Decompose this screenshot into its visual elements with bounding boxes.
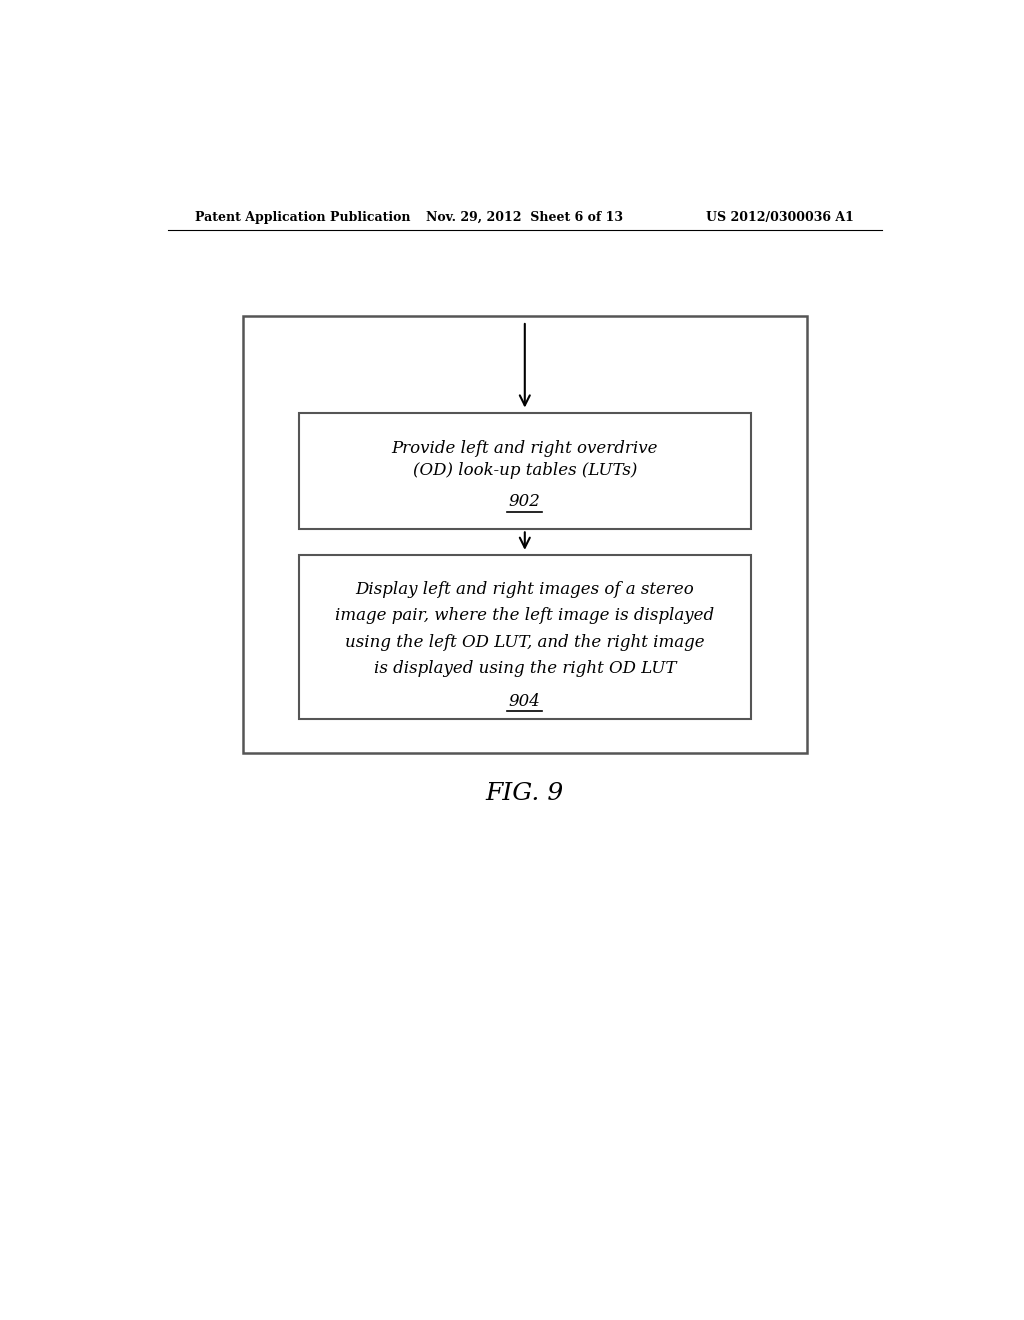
Bar	[299, 413, 751, 529]
Text: Provide left and right overdrive: Provide left and right overdrive	[391, 440, 658, 457]
Text: 902: 902	[509, 492, 541, 510]
Text: is displayed using the right OD LUT: is displayed using the right OD LUT	[374, 660, 676, 677]
Text: FIG. 9: FIG. 9	[485, 783, 564, 805]
Text: (OD) look-up tables (LUTs): (OD) look-up tables (LUTs)	[413, 462, 637, 479]
Bar	[243, 315, 807, 752]
Text: using the left OD LUT, and the right image: using the left OD LUT, and the right ima…	[345, 634, 705, 651]
Text: US 2012/0300036 A1: US 2012/0300036 A1	[707, 211, 854, 224]
Text: Patent Application Publication: Patent Application Publication	[196, 211, 411, 224]
Text: 904: 904	[509, 693, 541, 710]
Text: Display left and right images of a stereo: Display left and right images of a stere…	[355, 581, 694, 598]
Text: image pair, where the left image is displayed: image pair, where the left image is disp…	[335, 607, 715, 624]
Text: Nov. 29, 2012  Sheet 6 of 13: Nov. 29, 2012 Sheet 6 of 13	[426, 211, 624, 224]
Bar	[299, 554, 751, 719]
